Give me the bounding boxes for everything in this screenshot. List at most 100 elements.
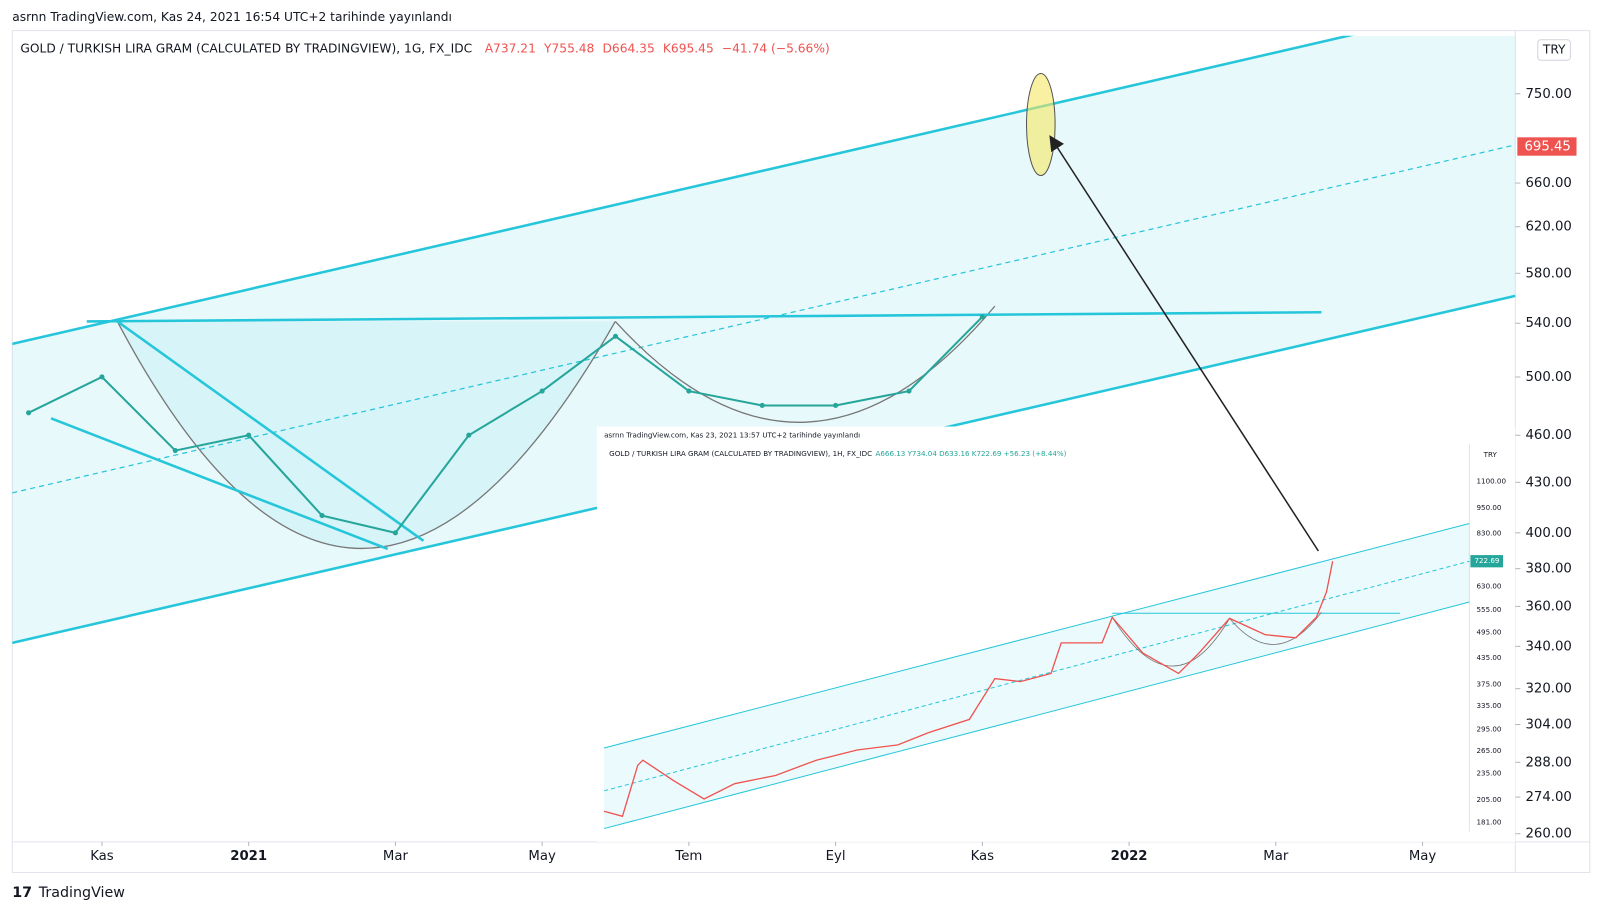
- inset-y-tick-label: 1100.00: [1477, 477, 1507, 486]
- price-point: [246, 432, 252, 438]
- inset-y-tick-label: 335.00: [1477, 701, 1502, 710]
- inset-price-tag: [1470, 555, 1504, 568]
- y-tick-label: 430.00: [1525, 475, 1571, 490]
- logo-mark: 17: [12, 885, 32, 901]
- price-point: [99, 374, 105, 380]
- inset-screenshot: asrnn TradingView.com, Kas 23, 2021 13:5…: [596, 426, 1516, 842]
- currency[interactable]: TRY: [1542, 42, 1566, 56]
- cup-arc: [116, 321, 616, 550]
- chart-frame: [11, 30, 1591, 873]
- price-point: [466, 432, 472, 438]
- drawings: [12, 35, 1516, 645]
- ohlc-value: Y755.48: [543, 41, 594, 55]
- inset-y-tick-label: 375.00: [1477, 680, 1502, 689]
- inset-price-line: [603, 561, 1334, 818]
- inset-currency: TRY: [1483, 450, 1498, 459]
- y-tick-label: 460.00: [1525, 428, 1571, 443]
- last-price-tag: [1517, 137, 1577, 156]
- ohlc: A737.21 Y755.48 D664.35 K695.45 −41.74 (−5.6…: [485, 41, 830, 55]
- published: asrnn TradingView.com, Kas 24, 2021 16:5…: [12, 10, 452, 24]
- y-tick-label: 660.00: [1525, 176, 1571, 191]
- y-tick-label: 288.00: [1525, 755, 1571, 770]
- inset-price-label: 722.69: [1474, 556, 1499, 565]
- inset-channel-lower: [603, 601, 1470, 830]
- inset-y-tick-label: 181.00: [1477, 817, 1502, 826]
- y-tick-label: 320.00: [1525, 682, 1571, 697]
- arrow: [1049, 135, 1319, 552]
- inset-y-tick-label: 630.00: [1477, 582, 1502, 591]
- y-tick-label: 620.00: [1525, 220, 1571, 235]
- x-tick-label: Eyl: [826, 849, 846, 864]
- ohlc-value: −41.74 (−5.66%): [722, 41, 830, 55]
- time-axis: Kas 2021 Mar May Tem Eyl Kas 2022 Mar May: [90, 841, 1437, 864]
- root: asrnn TradingView.com, Kas 24, 2021 16:5…: [11, 10, 1591, 901]
- price-point: [612, 333, 619, 339]
- price-axis: 260.00 274.00 288.00 304.00 320.00 340.00 360.…: [1515, 87, 1577, 842]
- series-layer: [26, 314, 985, 536]
- inset-channel-upper: [603, 522, 1470, 749]
- inset-y-tick-label: 205.00: [1477, 795, 1502, 804]
- y-tick-label: 540.00: [1525, 316, 1571, 331]
- price-point: [172, 448, 178, 454]
- y-tick-label: 580.00: [1525, 266, 1571, 281]
- inset-channel-fill: [604, 523, 1470, 829]
- inset-y-tick-label: 235.00: [1477, 768, 1502, 777]
- x-tick-label: 2021: [230, 849, 267, 864]
- x-tick-label: Mar: [1263, 849, 1289, 864]
- price-point: [539, 388, 545, 394]
- x-tick-label: 2022: [1111, 849, 1148, 864]
- y-tick-label: 304.00: [1525, 718, 1571, 733]
- wedge-lower: [50, 417, 389, 551]
- inset-y-tick-label: 830.00: [1477, 529, 1502, 538]
- inset-ticks: 1100.00 950.00 830.00 630.00 555.00 495.00 435…: [1477, 477, 1507, 827]
- symbol: GOLD / TURKISH LIRA GRAM (CALCULATED BY …: [20, 41, 472, 55]
- channel-fill: [12, 35, 1516, 643]
- ohlc-value: A737.21: [485, 41, 536, 55]
- y-tick-label: 360.00: [1525, 599, 1571, 614]
- price-point: [979, 314, 985, 320]
- y-tick-label: 500.00: [1525, 370, 1571, 385]
- x-tick-label: May: [1409, 849, 1437, 864]
- currency-box[interactable]: [1537, 39, 1571, 61]
- wedge-upper: [116, 320, 425, 542]
- resistance-line: [86, 310, 1322, 323]
- price-point: [319, 513, 325, 519]
- inset-bg: [596, 426, 1516, 842]
- x-tick-label: Mar: [383, 849, 409, 864]
- price-line: [28, 316, 984, 534]
- handle-arc: [614, 305, 996, 423]
- inset-channel-mid: [603, 560, 1470, 792]
- inset-y-tick-label: 435.00: [1477, 653, 1502, 662]
- inset-y-tick-label: 555.00: [1477, 605, 1502, 614]
- inset-published: asrnn TradingView.com, Kas 23, 2021 13:5…: [604, 431, 860, 440]
- highlight-ellipse: [1026, 72, 1056, 177]
- y-tick-label: 750.00: [1525, 87, 1571, 102]
- x-tick-label: Tem: [674, 849, 702, 864]
- y-tick-label: 400.00: [1525, 526, 1571, 541]
- price-point: [833, 402, 839, 409]
- inset-y-tick-label: 265.00: [1477, 746, 1502, 755]
- channel-upper: [12, 35, 1354, 346]
- ohlc-value: D664.35: [603, 41, 655, 55]
- inset-y-tick-label: 295.00: [1477, 725, 1502, 734]
- price-point: [906, 388, 912, 394]
- x-tick-label: Kas: [90, 849, 114, 864]
- inset-symbol: GOLD / TURKISH LIRA GRAM (CALCULATED BY …: [609, 449, 872, 458]
- x-tick-label: Kas: [971, 849, 995, 864]
- price-point: [26, 410, 32, 416]
- y-tick-label: 274.00: [1525, 790, 1571, 805]
- price-point: [392, 530, 398, 536]
- x-tick-label: May: [528, 849, 556, 864]
- price-point: [759, 402, 765, 409]
- y-tick-label: 380.00: [1525, 562, 1571, 577]
- y-tick-label: 340.00: [1525, 639, 1571, 654]
- price-point: [686, 388, 692, 394]
- y-tick-label: 260.00: [1525, 827, 1571, 842]
- ohlc-value: K695.45: [663, 41, 714, 55]
- footer-logo: TradingView: [38, 885, 126, 901]
- last-price-label: 695.45: [1524, 140, 1570, 155]
- inset-ohlc: A666.13 Y734.04 D633.16 K722.69 +56.23 (…: [876, 449, 1067, 458]
- inset-y-tick-label: 495.00: [1477, 628, 1502, 637]
